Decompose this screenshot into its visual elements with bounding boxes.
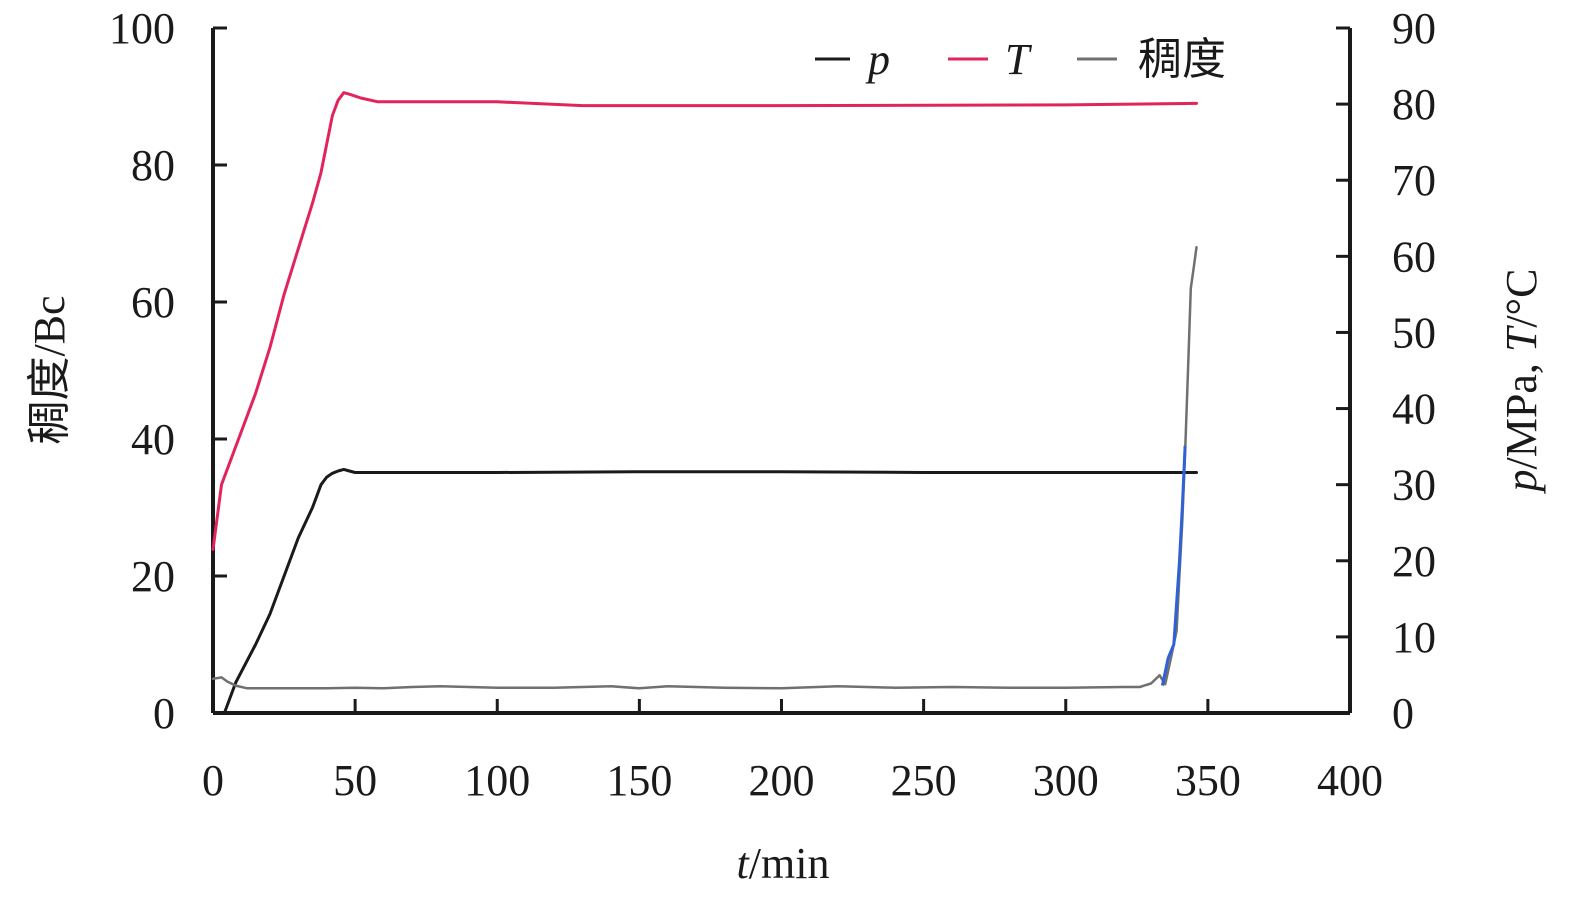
y-left-tick-label: 20 bbox=[131, 552, 175, 601]
x-tick-label: 50 bbox=[333, 756, 377, 805]
y-right-tick-label: 20 bbox=[1392, 537, 1436, 586]
y-right-tick-label: 10 bbox=[1392, 613, 1436, 662]
legend-label: T bbox=[1005, 35, 1033, 84]
x-tick-label: 300 bbox=[1033, 756, 1099, 805]
series-layer bbox=[211, 91, 1198, 715]
y-right-tick-label: 0 bbox=[1392, 689, 1414, 738]
legend-label: 稠度 bbox=[1138, 35, 1226, 84]
legend: p T 稠度 bbox=[815, 35, 1226, 84]
highlight-segment bbox=[1160, 445, 1187, 686]
y-left-tick-label: 80 bbox=[131, 141, 175, 190]
y-right-title-unit: /°C bbox=[1497, 268, 1546, 327]
x-tick-label: 250 bbox=[891, 756, 957, 805]
series-line-consistency bbox=[211, 245, 1198, 690]
x-axis-title: t/min bbox=[737, 839, 830, 888]
y-right-axis-title: p/MPa, T/°C bbox=[1497, 268, 1546, 494]
y-right-title-p: p bbox=[1497, 470, 1546, 495]
y-left-tick-label: 60 bbox=[131, 278, 175, 327]
x-tick-label: 150 bbox=[606, 756, 672, 805]
y-left-axis-title: 稠度/Bc bbox=[25, 295, 74, 444]
x-tick-label: 0 bbox=[202, 756, 224, 805]
x-tick-label: 400 bbox=[1317, 756, 1383, 805]
y-right-tick-label: 70 bbox=[1392, 156, 1436, 205]
y-right-tick-label: 30 bbox=[1392, 461, 1436, 510]
y-right-tick-label: 40 bbox=[1392, 385, 1436, 434]
series-line-T bbox=[211, 91, 1198, 551]
x-tick-label: 200 bbox=[749, 756, 815, 805]
y-left-tick-label: 100 bbox=[109, 4, 175, 53]
series-line-p bbox=[222, 467, 1198, 715]
legend-label: p bbox=[865, 35, 890, 84]
y-right-title-mid: /MPa, bbox=[1497, 352, 1546, 469]
y-right-tick-label: 60 bbox=[1392, 232, 1436, 281]
y-left-tick-label: 0 bbox=[153, 689, 175, 738]
y-right-title-T: T bbox=[1497, 324, 1546, 352]
x-tick-label: 100 bbox=[464, 756, 530, 805]
x-tick-label: 350 bbox=[1175, 756, 1241, 805]
y-left-tick-label: 40 bbox=[131, 415, 175, 464]
y-right-tick-label: 80 bbox=[1392, 80, 1436, 129]
axes: 0 50 100 150 200 250 300 350 4000204060801000102… bbox=[109, 4, 1436, 805]
x-axis-title-unit: /min bbox=[749, 839, 830, 888]
x-axis-title-var: t bbox=[737, 839, 751, 888]
y-right-tick-label: 50 bbox=[1392, 308, 1436, 357]
y-right-tick-label: 90 bbox=[1392, 4, 1436, 53]
